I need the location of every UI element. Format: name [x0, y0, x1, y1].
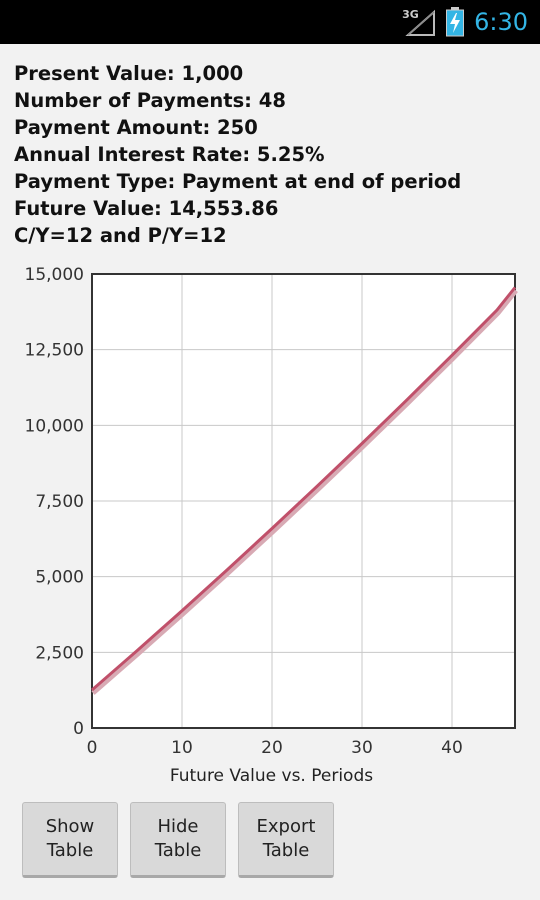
- interest-rate-text: Annual Interest Rate: 5.25%: [14, 143, 325, 166]
- payment-type-text: Payment Type: Payment at end of period: [14, 170, 462, 193]
- x-tick-label: 30: [351, 738, 373, 758]
- x-tick-label: 40: [441, 738, 463, 758]
- future-value-text: Future Value: 14,553.86: [14, 197, 279, 220]
- series-line-shadow: [91, 288, 518, 695]
- hide-table-button[interactable]: Hide Table: [130, 802, 226, 878]
- x-tick-label: 0: [87, 738, 98, 758]
- present-value-text: Present Value: 1,000: [14, 62, 244, 85]
- battery-charging-icon: [446, 7, 465, 37]
- number-of-payments-text: Number of Payments: 48: [14, 89, 286, 112]
- compounding-text: C/Y=12 and P/Y=12: [14, 224, 227, 247]
- show-table-button[interactable]: Show Table: [22, 802, 118, 878]
- future-value-chart: 0 2,500 5,000 7,500 10,000 12,500 15,000 0 10 20 3…: [0, 258, 540, 798]
- payment-amount-text: Payment Amount: 250: [14, 116, 258, 139]
- signal-icon: 3G: [402, 8, 436, 36]
- y-tick-label: 0: [73, 719, 84, 739]
- chart-svg: 0 2,500 5,000 7,500 10,000 12,500 15,000 0 10 20 3…: [25, 265, 518, 786]
- export-table-button[interactable]: Export Table: [238, 802, 334, 878]
- x-tick-label: 10: [171, 738, 193, 758]
- clock-time: 6:30: [474, 8, 528, 36]
- y-tick-label: 10,000: [25, 416, 84, 436]
- y-tick-label: 7,500: [35, 492, 84, 512]
- x-tick-label: 20: [261, 738, 283, 758]
- status-bar: 3G 6:30: [0, 0, 540, 44]
- table-actions: Show Table Hide Table Export Table: [22, 802, 334, 878]
- y-tick-label: 5,000: [35, 568, 84, 588]
- calculation-summary: Present Value: 1,000 Number of Payments:…: [14, 60, 534, 249]
- x-axis-label: Future Value vs. Periods: [170, 766, 373, 786]
- plot-frame: [91, 273, 516, 729]
- y-tick-label: 15,000: [25, 265, 84, 285]
- y-tick-label: 12,500: [25, 341, 84, 361]
- y-tick-label: 2,500: [35, 643, 84, 663]
- network-type: 3G: [402, 8, 419, 21]
